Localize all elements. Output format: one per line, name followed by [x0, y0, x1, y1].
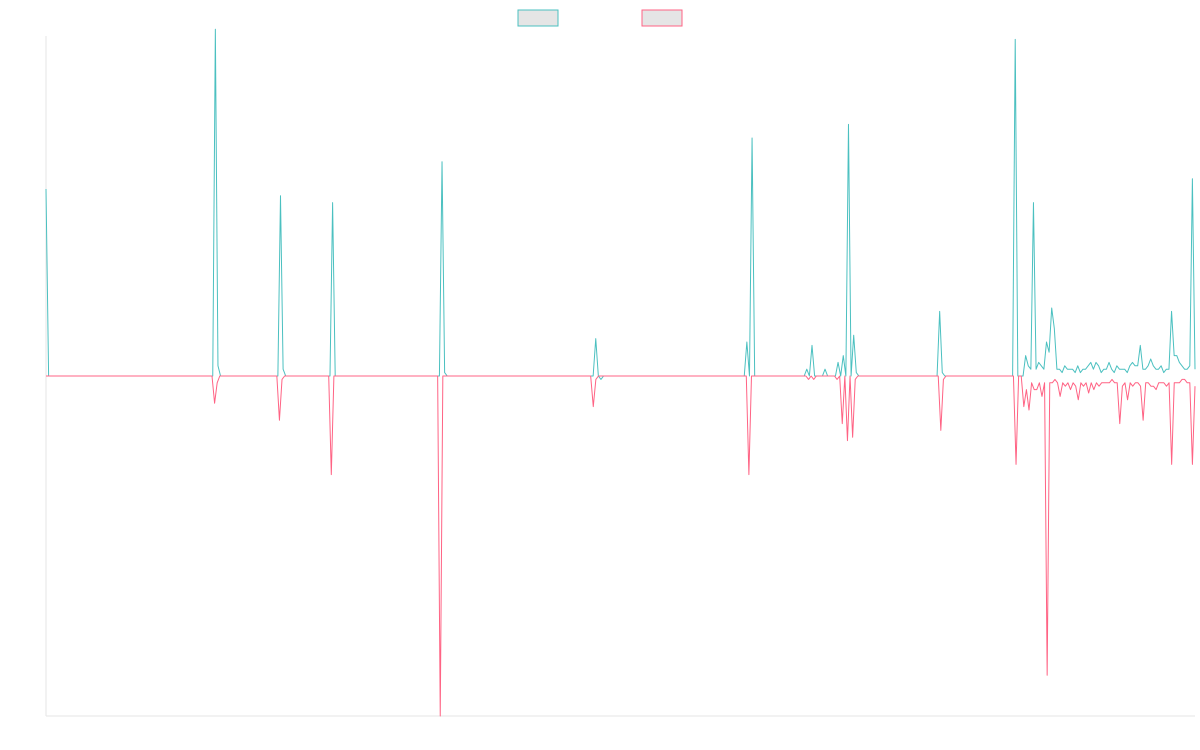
- series-layer: [45, 28, 1196, 717]
- legend-swatch-1[interactable]: [517, 9, 559, 27]
- legend: [517, 9, 683, 27]
- legend-swatch-2[interactable]: [641, 9, 683, 27]
- series-line-2: [46, 375, 1196, 717]
- series-line-1: [45, 28, 1196, 380]
